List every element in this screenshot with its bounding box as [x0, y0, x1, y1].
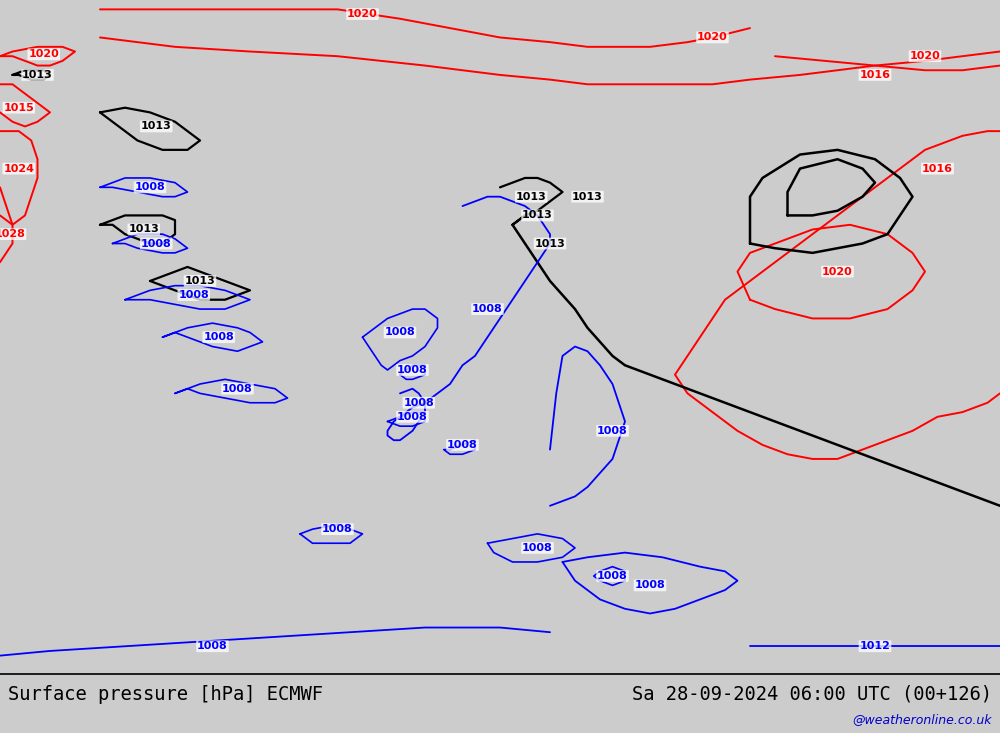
Text: 1015: 1015 [3, 103, 34, 113]
Text: 1008: 1008 [447, 440, 478, 450]
Text: 1008: 1008 [135, 183, 165, 192]
Text: 1008: 1008 [178, 290, 209, 300]
Text: Sa 28-09-2024 06:00 UTC (00+126): Sa 28-09-2024 06:00 UTC (00+126) [632, 685, 992, 704]
Text: 1008: 1008 [472, 304, 503, 314]
Text: 1013: 1013 [128, 224, 159, 235]
Text: 1008: 1008 [397, 365, 428, 375]
Text: 1020: 1020 [347, 9, 378, 19]
Text: 1020: 1020 [822, 267, 853, 276]
Text: 1008: 1008 [635, 581, 665, 590]
Text: 1008: 1008 [522, 543, 553, 553]
Text: 1008: 1008 [403, 398, 434, 408]
Text: 1020: 1020 [697, 32, 728, 43]
Text: 1012: 1012 [860, 641, 890, 651]
Text: 1013: 1013 [522, 210, 553, 221]
Text: 1013: 1013 [516, 192, 547, 202]
Text: 1016: 1016 [922, 163, 953, 174]
Text: 1008: 1008 [597, 426, 628, 436]
Text: 1008: 1008 [397, 412, 428, 421]
Text: 1020: 1020 [910, 51, 940, 61]
Text: 1008: 1008 [222, 383, 253, 394]
Text: 1013: 1013 [535, 238, 565, 248]
Text: 1016: 1016 [860, 70, 891, 80]
Text: @weatheronline.co.uk: @weatheronline.co.uk [852, 712, 992, 726]
Text: 1013: 1013 [141, 122, 172, 131]
Text: 1013: 1013 [185, 276, 215, 286]
Text: 1008: 1008 [197, 641, 228, 651]
Text: 1008: 1008 [597, 571, 628, 581]
Text: 1020: 1020 [28, 49, 59, 59]
Text: 1008: 1008 [322, 524, 353, 534]
Text: 1008: 1008 [385, 328, 415, 337]
Text: 1028: 1028 [0, 229, 25, 239]
Text: 1013: 1013 [22, 70, 53, 80]
Text: 1008: 1008 [203, 332, 234, 342]
Text: 1024: 1024 [3, 163, 34, 174]
Text: Surface pressure [hPa] ECMWF: Surface pressure [hPa] ECMWF [8, 685, 323, 704]
Text: 1013: 1013 [572, 192, 603, 202]
Text: 1008: 1008 [141, 238, 172, 248]
